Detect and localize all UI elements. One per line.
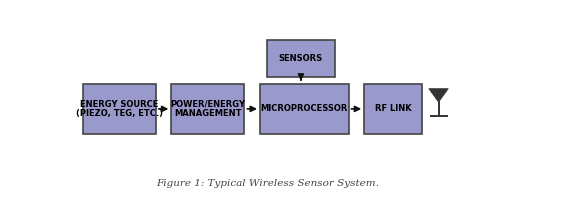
Bar xyxy=(171,84,244,134)
Bar xyxy=(364,84,422,134)
Text: ENERGY SOURCE: ENERGY SOURCE xyxy=(80,100,158,109)
Text: SENSORS: SENSORS xyxy=(279,54,323,63)
Bar xyxy=(260,84,348,134)
Polygon shape xyxy=(429,89,448,102)
Text: POWER/ENERGY: POWER/ENERGY xyxy=(170,100,245,109)
Text: MANAGEMENT: MANAGEMENT xyxy=(174,109,241,118)
Text: Figure 1: Typical Wireless Sensor System.: Figure 1: Typical Wireless Sensor System… xyxy=(156,179,379,188)
Bar xyxy=(267,40,335,77)
Text: (PIEZO, TEG, ETC.): (PIEZO, TEG, ETC.) xyxy=(76,109,162,118)
Text: MICROPROCESSOR: MICROPROCESSOR xyxy=(260,104,348,113)
Bar xyxy=(82,84,156,134)
Text: RF LINK: RF LINK xyxy=(375,104,411,113)
